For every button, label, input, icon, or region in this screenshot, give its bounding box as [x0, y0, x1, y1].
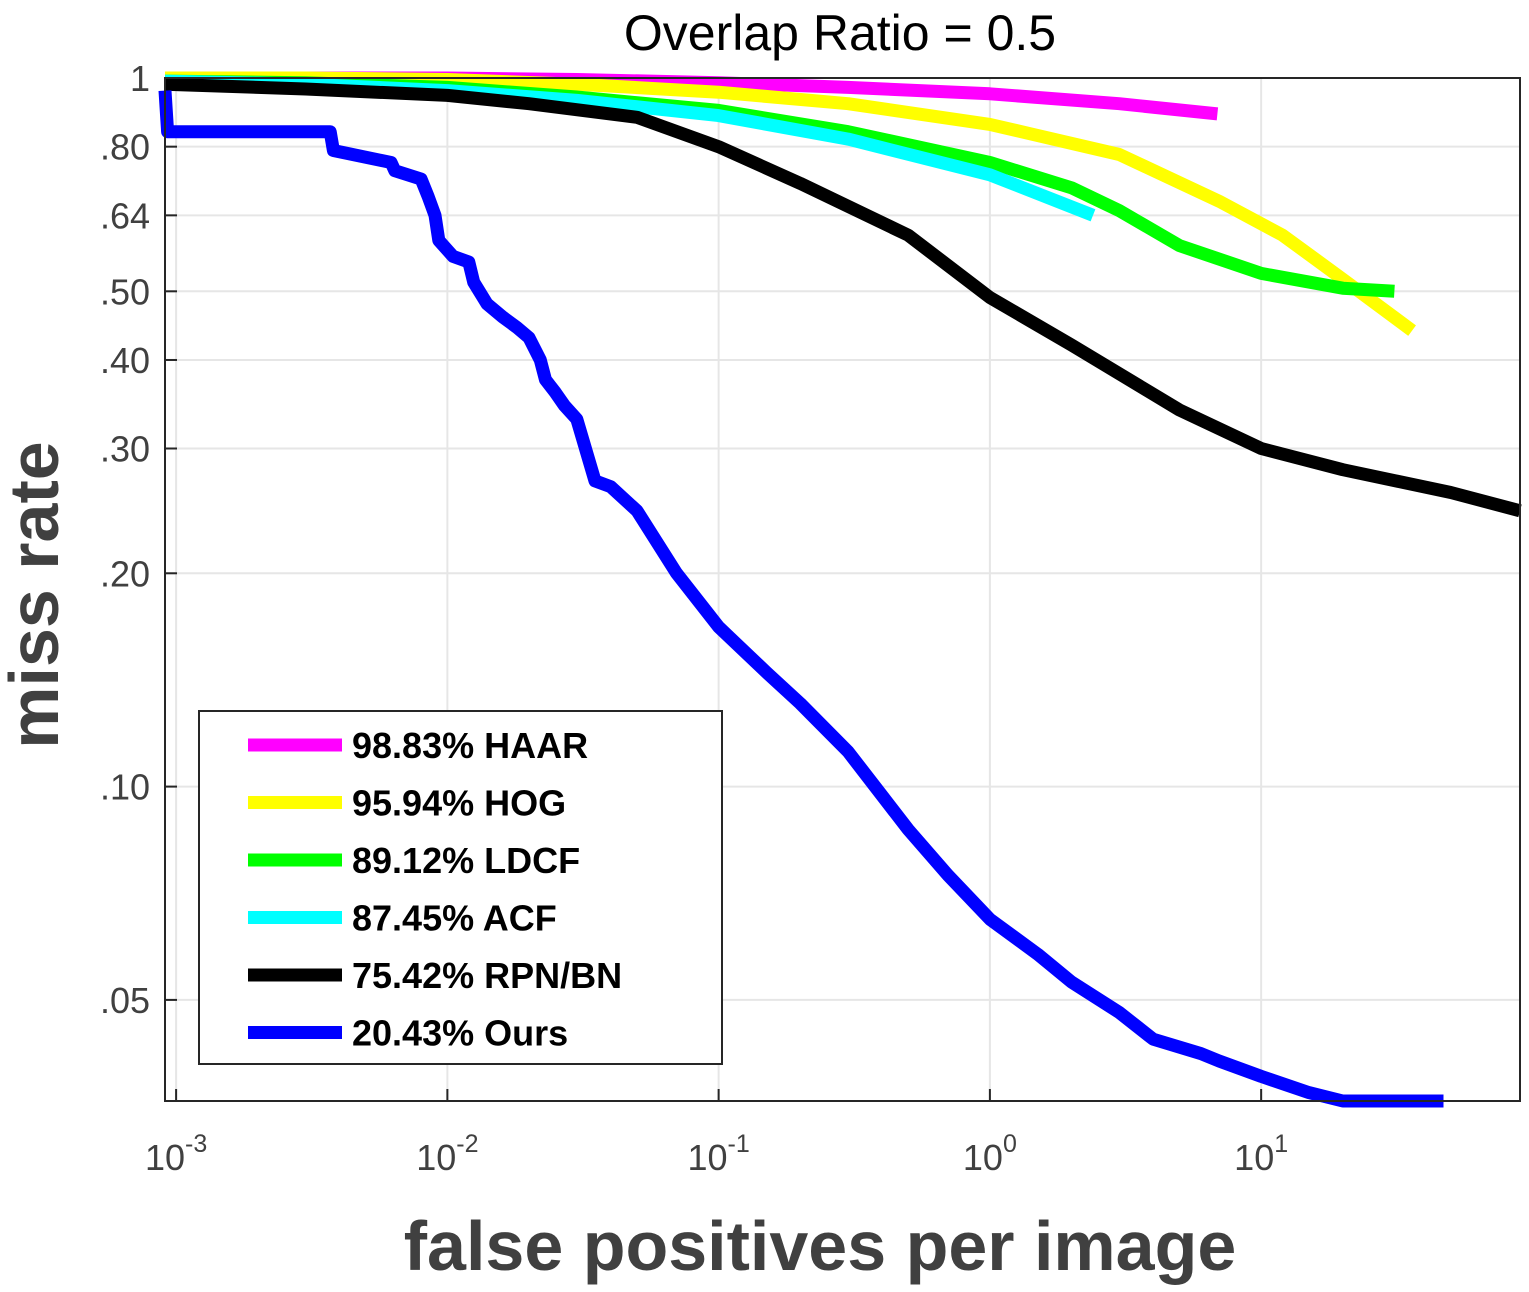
x-tick-base: 10	[145, 1137, 185, 1178]
legend-entry-label: 98.83% HAAR	[352, 725, 588, 766]
legend: 98.83% HAAR 95.94% HOG 89.12% LDCF 87.45% A…	[198, 710, 723, 1065]
y-tick-label: 1	[130, 58, 150, 99]
y-tick-label: .30	[100, 429, 150, 470]
legend-entry-label: 75.42% RPN/BN	[352, 955, 622, 996]
y-axis-label: miss rate	[0, 441, 73, 748]
legend-entry-label: 87.45% ACF	[352, 898, 557, 939]
x-tick-label: 100	[963, 1130, 1017, 1178]
y-tick-label: .40	[100, 340, 150, 381]
x-tick-label: 10-1	[687, 1130, 749, 1178]
x-tick-base: 10	[963, 1137, 1003, 1178]
series-line-hog	[165, 71, 1416, 336]
x-tick-exponent: 1	[1274, 1130, 1288, 1158]
legend-box	[198, 710, 723, 1065]
x-tick-exponent: -2	[456, 1130, 478, 1158]
chart-title: Overlap Ratio = 0.5	[624, 5, 1056, 61]
x-tick-exponent: 0	[1003, 1130, 1017, 1158]
x-tick-label: 10-2	[416, 1130, 478, 1178]
x-tick-base: 10	[687, 1137, 727, 1178]
y-tick-label: .80	[100, 127, 150, 168]
y-tick-label: .05	[100, 980, 150, 1021]
y-tick-label: .50	[100, 271, 150, 312]
series-line-rpn-bn	[164, 77, 1522, 518]
y-tick-label: .64	[100, 195, 150, 236]
x-tick-base: 10	[416, 1137, 456, 1178]
series-line-ours	[158, 90, 1444, 1108]
x-tick-label: 101	[1234, 1130, 1288, 1178]
x-tick-exponent: -1	[728, 1130, 750, 1158]
y-tick-label: .20	[100, 553, 150, 594]
legend-entry-label: 20.43% Ours	[352, 1013, 568, 1054]
axis-ticks: 10-3 10-2 10-1 100 1011.80.64.50.40.30.20.10…	[100, 58, 1288, 1178]
plot-frame	[164, 77, 1521, 1102]
legend-entry-label: 95.94% HOG	[352, 783, 566, 824]
x-tick-base: 10	[1234, 1137, 1274, 1178]
x-tick-label: 10-3	[145, 1130, 207, 1178]
legend-entry-label: 89.12% LDCF	[352, 840, 580, 881]
y-tick-label: .10	[100, 767, 150, 808]
x-axis-label: false positives per image	[404, 1207, 1237, 1285]
x-tick-exponent: -3	[185, 1130, 207, 1158]
